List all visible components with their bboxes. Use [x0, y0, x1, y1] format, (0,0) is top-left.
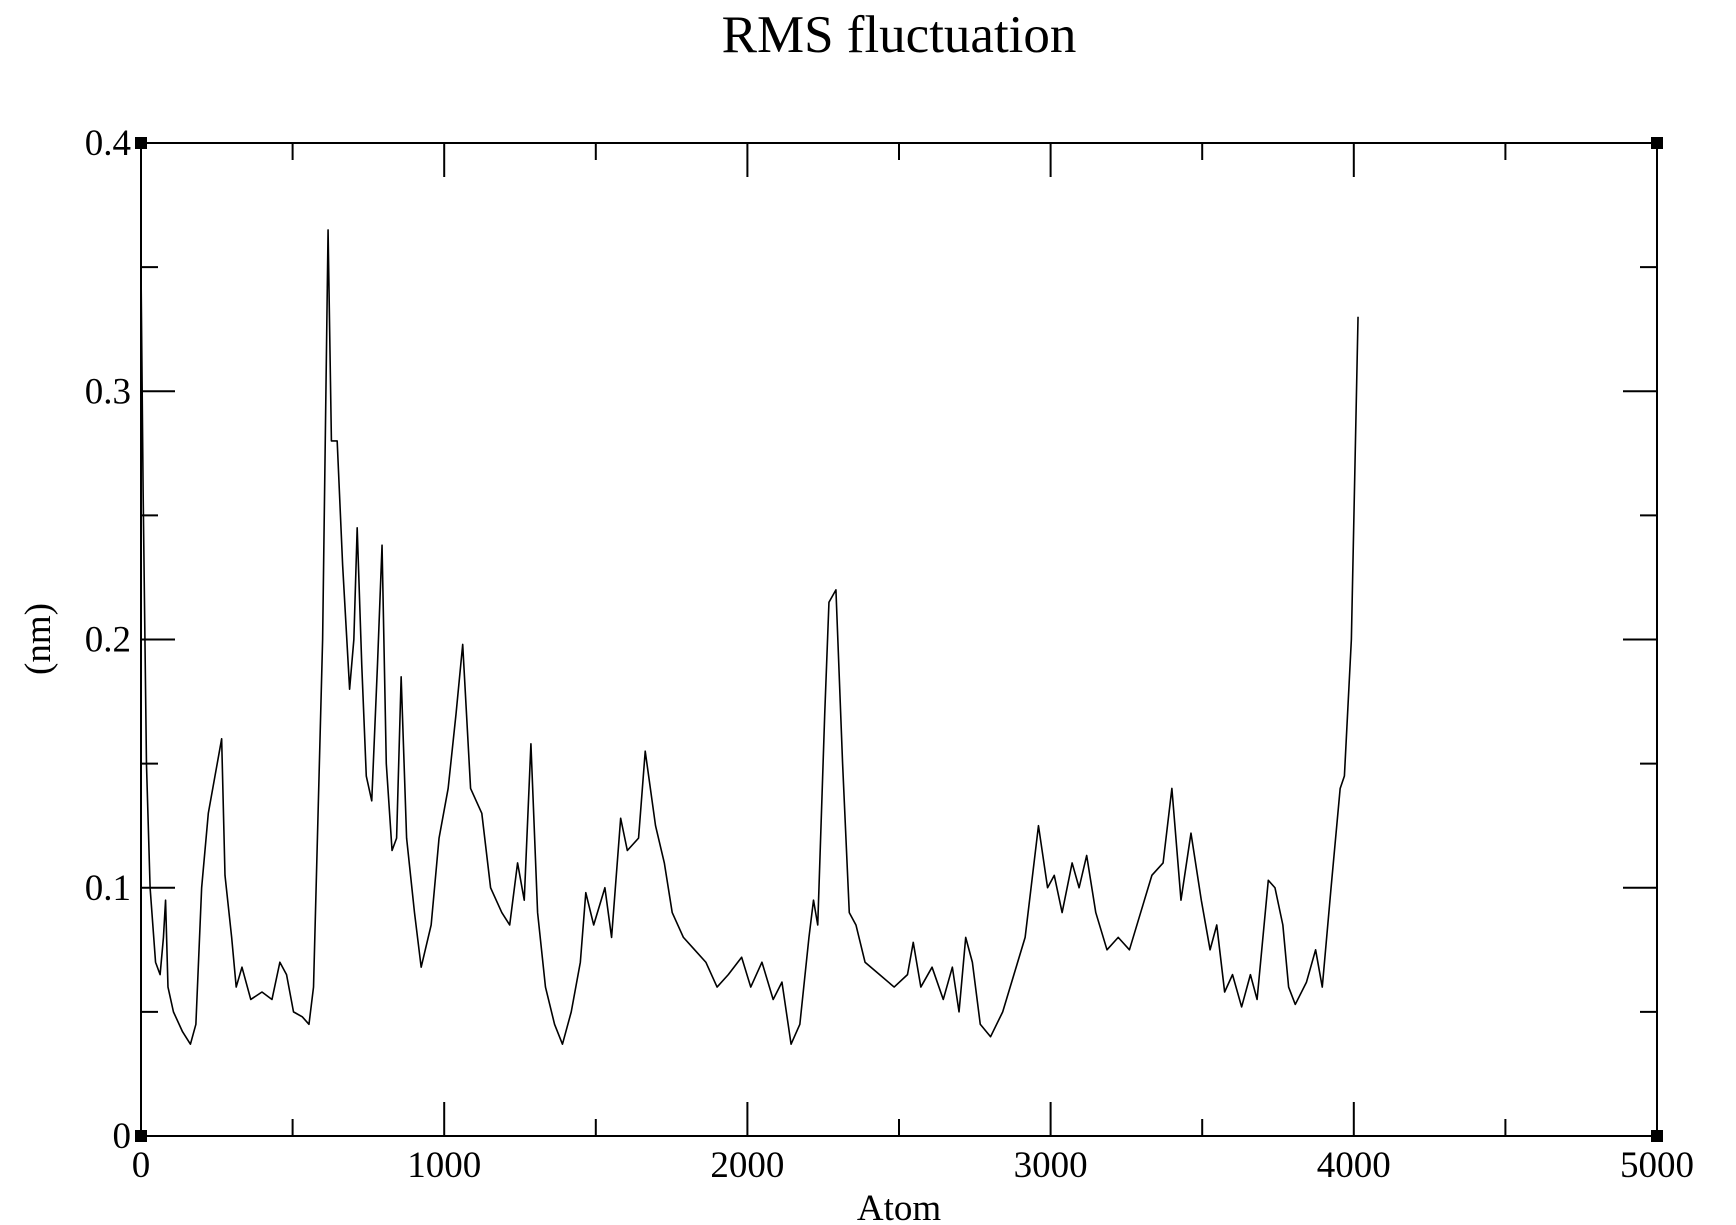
y-tick-label: 0.4: [85, 123, 131, 164]
x-axis-label: Atom: [857, 1188, 942, 1225]
y-axis-label: (nm): [18, 603, 59, 675]
x-tick-label: 2000: [710, 1145, 784, 1186]
x-tick-label: 0: [132, 1145, 151, 1186]
y-tick-label: 0.3: [85, 371, 131, 412]
x-tick-label: 1000: [407, 1145, 481, 1186]
chart-title: RMS fluctuation: [722, 6, 1077, 64]
x-tick-label: 3000: [1014, 1145, 1088, 1186]
y-tick-label: 0.1: [85, 868, 131, 909]
data-line: [140, 229, 1359, 1045]
y-tick-label: 0: [113, 1116, 132, 1157]
x-tick-label: 4000: [1317, 1145, 1391, 1186]
y-tick-label: 0.2: [85, 620, 131, 661]
x-tick-label: 5000: [1620, 1145, 1694, 1186]
